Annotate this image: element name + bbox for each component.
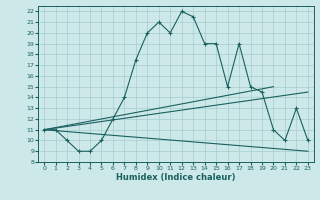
X-axis label: Humidex (Indice chaleur): Humidex (Indice chaleur) bbox=[116, 173, 236, 182]
